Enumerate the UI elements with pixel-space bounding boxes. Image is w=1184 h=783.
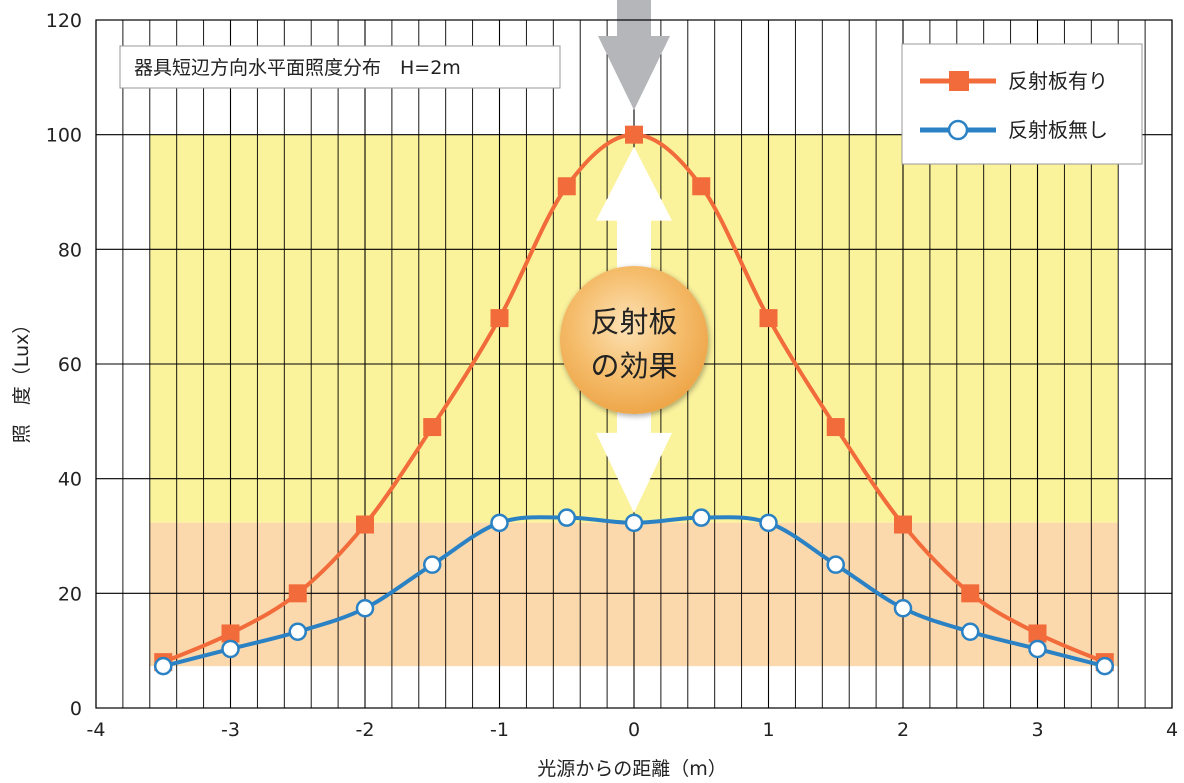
legend-label: 反射板有り: [1008, 69, 1108, 93]
badge-label: 反射板: [590, 305, 677, 339]
data-point: [490, 513, 509, 533]
data-point: [692, 177, 711, 196]
legend-marker: [949, 71, 969, 91]
data-point: [355, 598, 375, 618]
y-tick-label: 60: [58, 354, 82, 376]
legend-marker: [947, 119, 969, 141]
data-point: [1028, 624, 1047, 643]
y-tick-label: 120: [46, 10, 82, 32]
x-tick-label: 1: [762, 719, 774, 741]
data-point: [154, 656, 173, 676]
data-point: [490, 309, 509, 328]
data-point: [893, 598, 913, 618]
y-tick-label: 0: [70, 698, 82, 720]
x-tick-label: -3: [221, 719, 240, 741]
data-point: [221, 624, 240, 643]
data-point: [356, 515, 374, 534]
data-point: [625, 125, 643, 144]
series-without-reflector: [154, 508, 1114, 676]
badge-label: の効果: [590, 349, 677, 383]
chart-title: 器具短辺方向水平面照度分布 H=2m: [134, 57, 461, 79]
data-point: [826, 418, 845, 437]
y-tick-label: 40: [58, 469, 82, 491]
legend-label: 反射板無し: [1008, 118, 1108, 142]
series-layer: [154, 125, 1114, 676]
badge-circle: [560, 266, 708, 414]
x-tick-label: 2: [897, 719, 909, 741]
y-tick-label: 20: [58, 583, 82, 605]
top-arrow: [598, 0, 670, 110]
data-point: [961, 584, 980, 603]
x-tick-label: 4: [1166, 719, 1178, 741]
legend-item: 反射板有り: [920, 69, 1108, 93]
data-point: [423, 418, 442, 437]
data-point: [826, 555, 845, 574]
x-tick-label: -1: [490, 719, 509, 741]
y-axis-title: 照 度（Lux）: [11, 315, 33, 444]
data-point: [1095, 656, 1114, 676]
legend-box: [901, 43, 1143, 165]
y-tick-label: 80: [58, 239, 82, 261]
legend-item: 反射板無し: [920, 118, 1108, 142]
x-tick-label: 3: [1031, 719, 1043, 741]
data-point: [423, 555, 442, 574]
data-point: [894, 515, 912, 534]
data-point: [1028, 639, 1047, 659]
data-point: [692, 508, 711, 527]
x-tick-label: -2: [356, 719, 375, 741]
data-point: [961, 622, 980, 641]
data-point: [557, 508, 576, 527]
data-point: [759, 513, 778, 533]
x-axis-title: 光源からの距離（m）: [537, 758, 727, 780]
data-point: [288, 584, 307, 603]
x-tick-label: 0: [628, 719, 640, 741]
x-tick-label: -4: [87, 719, 106, 741]
data-point: [557, 177, 576, 196]
data-point: [624, 513, 644, 533]
data-point: [221, 639, 240, 659]
data-point: [288, 622, 307, 641]
data-point: [759, 309, 778, 328]
plot-frame: [95, 19, 1173, 709]
y-tick-label: 100: [46, 125, 82, 147]
chart-title-box: 器具短辺方向水平面照度分布 H=2m: [119, 45, 561, 89]
